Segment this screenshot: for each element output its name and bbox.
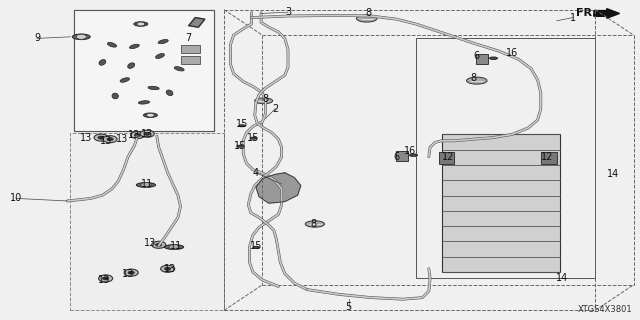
Text: 16: 16 <box>403 146 416 156</box>
Ellipse shape <box>98 60 107 65</box>
Text: 13: 13 <box>122 268 134 279</box>
Ellipse shape <box>134 22 148 26</box>
Ellipse shape <box>127 63 135 68</box>
Circle shape <box>169 244 179 250</box>
Text: 13: 13 <box>115 134 128 144</box>
Text: 15: 15 <box>250 241 262 252</box>
Circle shape <box>156 243 162 246</box>
Circle shape <box>164 267 171 270</box>
Text: 14: 14 <box>556 273 568 284</box>
Ellipse shape <box>140 100 148 105</box>
Text: 8: 8 <box>365 8 371 19</box>
Text: 13: 13 <box>80 132 93 143</box>
Ellipse shape <box>107 43 117 47</box>
Ellipse shape <box>148 86 159 90</box>
Bar <box>70 133 224 310</box>
Text: 6: 6 <box>474 51 480 61</box>
Ellipse shape <box>356 15 377 22</box>
Circle shape <box>102 277 109 280</box>
Text: XTGS4X3801: XTGS4X3801 <box>578 305 632 314</box>
Polygon shape <box>189 18 205 27</box>
Circle shape <box>161 265 175 272</box>
Text: 3: 3 <box>285 7 291 17</box>
Circle shape <box>98 136 104 139</box>
Text: 15: 15 <box>246 132 259 143</box>
Circle shape <box>147 113 154 117</box>
Ellipse shape <box>305 221 324 227</box>
Text: 8: 8 <box>470 73 477 84</box>
Bar <box>416 38 595 278</box>
Circle shape <box>140 130 154 137</box>
Circle shape <box>124 269 138 276</box>
Polygon shape <box>239 125 245 126</box>
Polygon shape <box>256 173 301 203</box>
Polygon shape <box>250 138 257 139</box>
Text: 4: 4 <box>253 168 259 178</box>
Text: 2: 2 <box>272 104 278 114</box>
Bar <box>541 152 557 164</box>
Polygon shape <box>410 154 417 156</box>
Text: 13: 13 <box>97 275 110 285</box>
Ellipse shape <box>467 77 487 84</box>
Text: 6: 6 <box>394 152 400 162</box>
Circle shape <box>137 22 145 26</box>
Circle shape <box>103 136 117 143</box>
Text: 13: 13 <box>128 130 141 140</box>
Text: 10: 10 <box>10 193 22 204</box>
Circle shape <box>76 34 86 39</box>
Polygon shape <box>490 57 497 59</box>
Bar <box>442 134 560 272</box>
Bar <box>396 151 408 161</box>
Ellipse shape <box>143 113 157 117</box>
FancyArrow shape <box>594 9 620 18</box>
Text: 14: 14 <box>607 169 620 180</box>
Circle shape <box>107 138 113 141</box>
Ellipse shape <box>136 182 156 188</box>
Text: 9: 9 <box>34 33 40 44</box>
Text: 7: 7 <box>186 33 192 43</box>
Text: 1: 1 <box>570 12 576 23</box>
Text: 8: 8 <box>262 94 269 104</box>
Text: 12: 12 <box>442 152 454 162</box>
Ellipse shape <box>131 44 138 49</box>
Text: 11: 11 <box>141 179 154 189</box>
Text: 15: 15 <box>234 140 246 151</box>
Polygon shape <box>237 146 243 147</box>
Ellipse shape <box>166 90 173 96</box>
Bar <box>74 10 214 131</box>
Bar <box>74 10 214 131</box>
Text: 15: 15 <box>236 119 248 129</box>
Circle shape <box>134 133 141 137</box>
Text: 8: 8 <box>310 219 317 229</box>
Ellipse shape <box>72 34 90 40</box>
Ellipse shape <box>121 77 129 83</box>
Text: 11: 11 <box>170 241 182 252</box>
Circle shape <box>128 271 134 274</box>
Text: 13: 13 <box>163 264 176 274</box>
Text: 13: 13 <box>144 238 157 248</box>
Text: 5: 5 <box>346 302 352 312</box>
Bar <box>439 152 454 164</box>
Circle shape <box>131 132 145 139</box>
Bar <box>181 56 200 64</box>
Ellipse shape <box>111 93 119 99</box>
Text: FR.: FR. <box>576 8 596 19</box>
Circle shape <box>99 275 113 282</box>
Circle shape <box>152 241 166 248</box>
Ellipse shape <box>255 98 273 104</box>
Text: 13: 13 <box>141 129 154 139</box>
Text: 12: 12 <box>541 152 554 162</box>
Bar <box>476 54 488 64</box>
Text: 13: 13 <box>99 136 112 146</box>
Bar <box>181 45 200 53</box>
Ellipse shape <box>156 53 164 59</box>
Polygon shape <box>253 247 259 248</box>
Ellipse shape <box>164 244 184 250</box>
Circle shape <box>144 132 150 135</box>
Ellipse shape <box>157 40 169 44</box>
Text: 16: 16 <box>506 48 518 58</box>
Circle shape <box>94 134 108 141</box>
Circle shape <box>141 182 151 188</box>
Ellipse shape <box>173 67 185 70</box>
